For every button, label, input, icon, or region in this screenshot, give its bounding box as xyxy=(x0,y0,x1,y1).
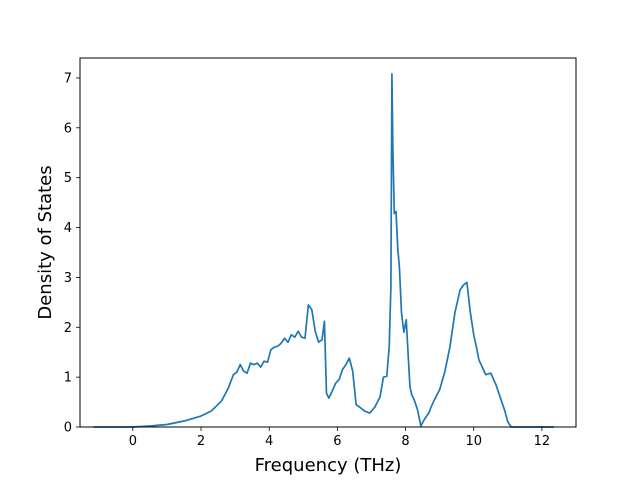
x-tick-label: 0 xyxy=(129,434,137,449)
dos-series-line xyxy=(93,73,554,428)
x-tick-label: 12 xyxy=(534,434,551,449)
y-tick-label: 4 xyxy=(64,221,72,236)
y-axis-label: Density of States xyxy=(35,165,56,319)
y-tick-label: 0 xyxy=(64,421,72,436)
x-tick-label: 4 xyxy=(265,434,273,449)
y-tick-label: 1 xyxy=(64,371,72,386)
dos-line-layer xyxy=(93,73,554,428)
x-tick-label: 2 xyxy=(197,434,205,449)
y-axis: 0 1 2 3 4 5 6 7 xyxy=(64,71,80,436)
y-tick-label: 6 xyxy=(64,121,72,136)
x-tick-label: 6 xyxy=(333,434,341,449)
y-tick-label: 3 xyxy=(64,271,72,286)
y-tick-label: 2 xyxy=(64,321,72,336)
y-tick-label: 5 xyxy=(64,171,72,186)
x-axis-label: Frequency (THz) xyxy=(255,455,402,476)
plot-frame xyxy=(79,57,577,428)
x-tick-label: 8 xyxy=(401,434,409,449)
x-axis: 0 2 4 6 8 10 12 xyxy=(129,427,550,449)
x-tick-label: 10 xyxy=(465,434,482,449)
y-tick-label: 7 xyxy=(64,71,72,86)
